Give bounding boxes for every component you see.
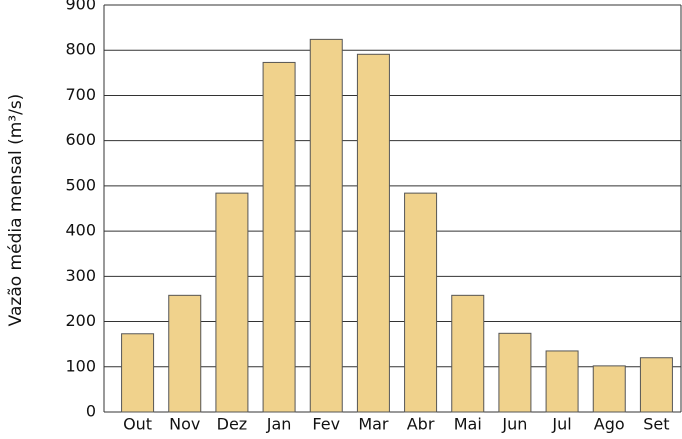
bar [498, 332, 532, 413]
y-tick-label: 900 [65, 0, 96, 14]
bar [262, 61, 296, 413]
x-tick-label: Dez [217, 415, 248, 434]
y-tick-label: 300 [65, 266, 96, 285]
x-tick-label: Ago [594, 415, 625, 434]
bar [309, 38, 343, 413]
x-tick-label: Out [123, 415, 152, 434]
y-tick-label: 600 [65, 130, 96, 149]
x-tick-label: Jul [551, 415, 571, 434]
y-tick-label: 400 [65, 221, 96, 240]
bar [545, 350, 579, 413]
bar [121, 333, 155, 413]
y-tick-label: 800 [65, 40, 96, 59]
x-tick-label: Nov [169, 415, 200, 434]
x-tick-label: Set [643, 415, 669, 434]
bar [215, 192, 249, 413]
y-tick-label: 700 [65, 85, 96, 104]
y-tick-label: 200 [65, 311, 96, 330]
x-tick-label: Fev [312, 415, 340, 434]
bar [404, 192, 438, 413]
x-tick-label: Jan [266, 415, 292, 434]
bar [356, 53, 390, 413]
x-tick-label: Jun [501, 415, 527, 434]
bar [592, 365, 626, 413]
bar [639, 357, 673, 413]
y-axis-label: Vazão média mensal (m³/s) [6, 94, 26, 327]
bar [168, 294, 202, 413]
bar [451, 294, 485, 413]
y-tick-label: 500 [65, 175, 96, 194]
y-tick-label: 100 [65, 356, 96, 375]
x-tick-label: Mai [454, 415, 482, 434]
y-tick-label: 0 [86, 402, 96, 421]
x-tick-label: Abr [407, 415, 435, 434]
x-tick-label: Mar [358, 415, 389, 434]
